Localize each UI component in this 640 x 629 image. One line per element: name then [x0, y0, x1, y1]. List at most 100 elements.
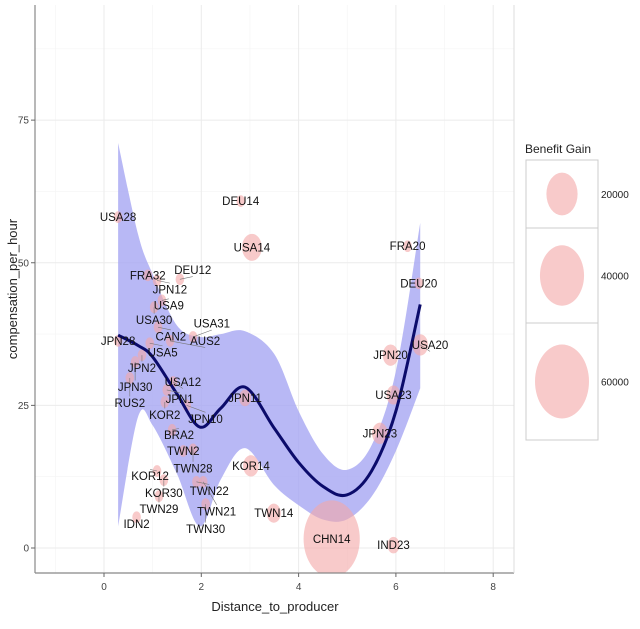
- bubbles: [113, 195, 429, 573]
- x-axis-title: Distance_to_producer: [211, 599, 339, 614]
- label-leader-line: [186, 405, 206, 413]
- label-leader-line: [149, 342, 163, 347]
- point-label: JPN2: [128, 363, 156, 375]
- point-label: USA20: [412, 340, 448, 352]
- point-label: RUS2: [114, 398, 145, 410]
- bubble-deu14: [236, 195, 245, 207]
- point-label: KOR12: [131, 471, 169, 483]
- grid-lines: [35, 5, 514, 573]
- x-tick-label: 6: [393, 582, 399, 593]
- point-label: DEU14: [222, 196, 260, 208]
- point-label: FRA20: [390, 241, 426, 253]
- point-label: IND23: [377, 540, 410, 552]
- legend-label: 60000: [601, 378, 629, 389]
- y-tick-label: 25: [18, 401, 30, 412]
- point-label: IDN2: [123, 519, 149, 531]
- legend-title: Benefit Gain: [525, 142, 591, 156]
- label-leader-line: [196, 481, 210, 485]
- label-leader-lines: [129, 276, 431, 523]
- legend-bubble: [539, 245, 585, 306]
- bubble-jpn28: [113, 335, 123, 347]
- bubble-kor14: [243, 455, 259, 477]
- point-label: BRA2: [164, 430, 194, 442]
- x-tick-label: 0: [101, 582, 107, 593]
- point-label: JPN28: [101, 336, 136, 348]
- point-label: USA23: [375, 390, 411, 402]
- legend-label: 40000: [601, 272, 629, 283]
- point-label: JPN12: [153, 285, 188, 297]
- y-axis-title: compensation_per_hour: [5, 218, 20, 359]
- smooth-line-path: [117, 304, 422, 498]
- point-label: USA5: [148, 347, 178, 359]
- point-label: DEU20: [400, 278, 437, 290]
- label-leader-line: [202, 481, 217, 505]
- point-label: TWN21: [197, 506, 236, 518]
- bubble-usa28: [113, 211, 123, 223]
- label-leader-line: [170, 340, 206, 348]
- bubble-jpn20: [382, 344, 399, 366]
- bubble-idn2: [132, 511, 141, 524]
- bubble-fra32: [143, 269, 153, 282]
- point-label: FRA32: [130, 270, 166, 282]
- legend-bubble: [535, 344, 589, 419]
- legend-label: 20000: [601, 190, 629, 201]
- point-label: JPN11: [228, 393, 262, 405]
- point-label: CAN2: [156, 331, 187, 343]
- axes: 0 2 4 6 8 0 25 50 75: [18, 5, 515, 593]
- point-label: TWN30: [186, 524, 225, 536]
- point-label: JPN23: [363, 428, 398, 440]
- point-label: JPN10: [188, 414, 223, 426]
- bubble-jpn11: [239, 389, 252, 407]
- bubble-twn14: [266, 503, 281, 523]
- bubble-chn14: [303, 500, 360, 573]
- point-label: USA30: [136, 315, 172, 327]
- plot-panel: [35, 5, 514, 573]
- label-leader-line: [161, 298, 169, 301]
- y-tick-label: 50: [18, 258, 30, 269]
- x-tick-label: 8: [490, 582, 496, 593]
- label-leader-line: [156, 280, 170, 284]
- confidence-band: [118, 142, 421, 527]
- point-labels: USA28 DEU14 USA14 FRA20 DEU20 FRA32 JPN12 DEU12…: [100, 196, 448, 552]
- point-label: JPN30: [118, 382, 153, 394]
- label-leader-line: [166, 389, 180, 393]
- legend: Benefit Gain 20000 40000 60000: [525, 142, 629, 441]
- bubble-fra20: [403, 240, 412, 253]
- point-label: KOR30: [145, 488, 183, 500]
- point-label: AUS2: [190, 336, 220, 348]
- point-label: KOR14: [232, 461, 270, 473]
- bubble-usa14: [242, 233, 262, 261]
- point-label: JPN1: [166, 394, 194, 406]
- point-label: TWN29: [139, 504, 178, 516]
- point-label: JPN20: [373, 350, 408, 362]
- point-label: TWN22: [190, 486, 229, 498]
- label-leader-line: [420, 344, 431, 352]
- point-label: DEU12: [174, 265, 211, 277]
- label-leader-line: [150, 469, 158, 472]
- point-label: USA9: [154, 300, 184, 312]
- x-tick-label: 4: [296, 582, 302, 593]
- point-label: USA14: [234, 242, 271, 254]
- point-label: TWN2: [167, 446, 200, 458]
- point-label: TWN28: [174, 463, 213, 475]
- point-label: USA31: [194, 318, 230, 330]
- point-label: KOR2: [149, 410, 180, 422]
- bubble-deu20: [414, 277, 424, 290]
- legend-bubble: [546, 172, 578, 216]
- point-label: USA12: [165, 377, 201, 389]
- bubble-ind23: [387, 536, 400, 554]
- label-leader-line: [172, 428, 180, 431]
- smooth-line: [117, 304, 422, 498]
- y-tick-label: 0: [23, 544, 29, 555]
- label-leader-line: [157, 326, 171, 331]
- bubble-jpn23: [372, 422, 388, 445]
- point-label: TWN14: [254, 508, 294, 520]
- confidence-band-area: [118, 142, 421, 527]
- panel-background: [35, 5, 514, 573]
- y-tick-label: 75: [18, 116, 30, 127]
- label-leader-line: [179, 276, 193, 280]
- bubble-usa23: [386, 385, 401, 405]
- label-leader-line: [192, 329, 212, 338]
- point-label: USA28: [100, 212, 136, 224]
